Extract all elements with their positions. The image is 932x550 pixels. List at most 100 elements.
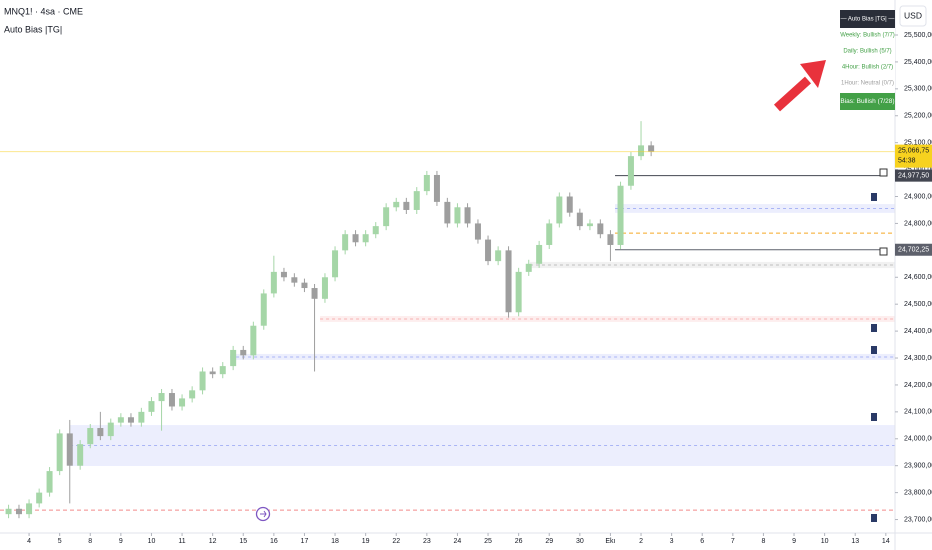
x-tick-label: 29 <box>545 538 553 545</box>
candle-body <box>423 174 430 192</box>
candle-body <box>536 244 543 264</box>
plot-area <box>0 121 896 519</box>
bias-body <box>840 28 895 92</box>
candle-body <box>250 325 257 356</box>
bias-header <box>840 10 895 28</box>
last-price-bg <box>895 144 932 168</box>
x-tick-label: 8 <box>761 538 765 545</box>
candle-body <box>189 390 196 399</box>
candle-body <box>158 393 165 402</box>
currency-button[interactable] <box>899 5 927 27</box>
candle-body <box>546 223 553 245</box>
candle-body <box>36 492 43 504</box>
y-tick-label: 25,500,00 <box>904 32 932 39</box>
y-tick-label: 25,200,00 <box>904 113 932 120</box>
x-tick-label: 26 <box>515 538 523 545</box>
symbol-title: MNQ1! · 4sa · CME <box>4 6 83 16</box>
candle-body <box>199 371 206 391</box>
y-tick-label: 24,100,00 <box>904 409 932 416</box>
candle-body <box>607 234 614 245</box>
bias-row: Daily: Bullish (5/7) <box>843 49 891 55</box>
candle-body <box>648 145 655 152</box>
candle-body <box>332 250 339 278</box>
x-tick-label: 16 <box>270 538 278 545</box>
x-tick-label: 9 <box>792 538 796 545</box>
candle-body <box>525 263 532 272</box>
candle-body <box>270 271 277 294</box>
x-tick-label: 23 <box>423 538 431 545</box>
candle-body <box>638 145 645 157</box>
candle-body <box>321 277 328 299</box>
candle-body <box>556 196 563 224</box>
candle-body <box>627 156 634 186</box>
candle-body <box>240 349 247 356</box>
bias-title: — Auto Bias |TG| — <box>841 17 895 23</box>
x-tick-label: 18 <box>331 538 339 545</box>
candle-body <box>444 201 451 224</box>
candle-body <box>97 428 104 437</box>
candle-body <box>219 366 226 375</box>
x-tick-label: 2 <box>639 538 643 545</box>
candle-body <box>280 271 287 278</box>
candle-body <box>209 371 216 375</box>
x-tick-label: 15 <box>239 538 247 545</box>
candle-body <box>46 471 53 493</box>
candle-body <box>433 174 440 202</box>
x-tick-label: 19 <box>362 538 370 545</box>
candle-body <box>179 398 186 407</box>
y-tick-label: 24,200,00 <box>904 382 932 389</box>
x-tick-label: 3 <box>670 538 674 545</box>
price-label-bg <box>895 243 932 256</box>
y-tick-label: 23,700,00 <box>904 516 932 523</box>
candle-body <box>127 417 134 423</box>
x-tick-label: 13 <box>851 538 859 545</box>
y-tick-label: 23,800,00 <box>904 489 932 496</box>
indicator-name[interactable]: Auto Bias |TG| <box>4 24 62 34</box>
candle-body <box>413 191 420 210</box>
candle-body <box>454 207 461 224</box>
price-zone <box>70 425 896 466</box>
candle-body <box>291 277 298 283</box>
event-icon[interactable] <box>255 506 271 522</box>
candle-body <box>107 422 114 437</box>
annotation-arrow <box>773 60 826 112</box>
price-label-bg <box>895 169 932 182</box>
candle-body <box>576 212 583 227</box>
x-tick-label: 12 <box>209 538 217 545</box>
last-price-label: 25,066,75 <box>898 147 929 154</box>
x-tick-label: 5 <box>58 538 62 545</box>
candle-body <box>342 234 349 251</box>
bias-summary: Bias: Bullish (7/28) <box>840 98 894 105</box>
candle-body <box>362 234 369 243</box>
candle-body <box>138 411 145 423</box>
bias-row: Weekly: Bullish (7/7) <box>840 33 895 39</box>
candle-body <box>77 444 84 466</box>
candle-body <box>505 250 512 313</box>
y-tick-label: 25,300,00 <box>904 86 932 93</box>
x-tick-label: 24 <box>454 538 462 545</box>
candle-body <box>117 417 124 423</box>
candle-body <box>403 201 410 210</box>
x-tick-label: 30 <box>576 538 584 545</box>
currency-label: USD <box>904 10 922 20</box>
x-tick-label: 7 <box>731 538 735 545</box>
candle-body <box>566 196 573 213</box>
candle-body <box>15 508 22 515</box>
candle-body <box>168 393 175 407</box>
y-tick-label: 24,500,00 <box>904 301 932 308</box>
x-tick-label: 25 <box>484 538 492 545</box>
candle-body <box>352 234 359 243</box>
x-tick-label: 11 <box>178 538 185 545</box>
candle-body <box>464 207 471 224</box>
x-tick-label: 10 <box>821 538 829 545</box>
marker-icons <box>871 168 888 522</box>
candle-body <box>617 185 624 245</box>
candle-body <box>515 271 522 313</box>
x-tick-label: 4 <box>27 538 31 545</box>
candle-body <box>495 250 502 262</box>
candle-body <box>26 503 33 515</box>
y-tick-label: 24,300,00 <box>904 355 932 362</box>
y-tick-label: 23,900,00 <box>904 463 932 470</box>
